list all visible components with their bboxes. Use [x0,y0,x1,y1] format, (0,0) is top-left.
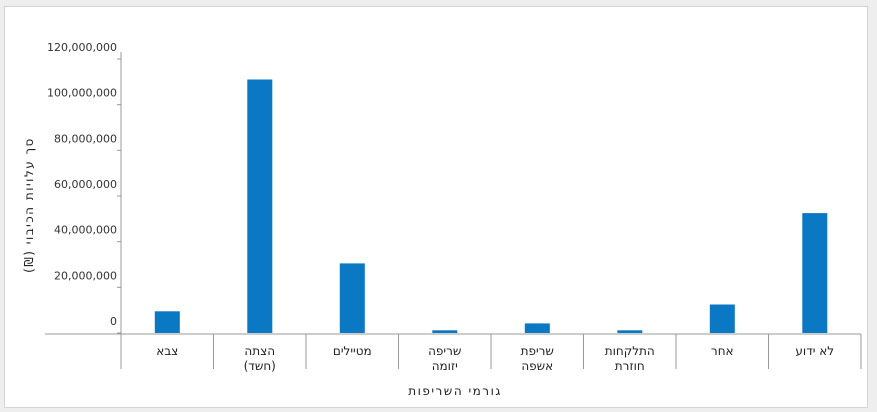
y-tick-label: 80,000,000 [54,132,117,145]
category-label: חוזרת [615,359,645,373]
bar-chart: 0 20,000,000 40,000,000 60,000,000 80,000,00… [22,41,862,398]
category-label: אחר [711,344,734,358]
bars [154,79,828,333]
bar [617,330,643,333]
bar [432,330,458,333]
category-label: אשפה [521,359,553,373]
chart-frame: 0 20,000,000 40,000,000 60,000,000 80,000,00… [4,6,868,408]
bar [247,79,273,333]
bar [339,263,365,333]
y-tick-label: 120,000,000 [47,41,117,54]
bar [524,323,550,333]
category-label: הצתה [244,344,275,358]
category-label: מטיילים [333,344,372,358]
y-tick-label: 100,000,000 [47,87,117,100]
category-label: צבא [156,344,178,358]
x-axis-title: גורמי השריפות [408,384,502,398]
y-tick-label: 60,000,000 [54,178,117,191]
bar [154,311,180,333]
bar [709,304,735,333]
y-tick-labels: 0 20,000,000 40,000,000 60,000,000 80,000,00… [47,41,121,334]
y-axis-title: סך עלויות הכיבוי (₪) [22,137,36,273]
category-label: שריפה [428,344,461,358]
category-label: יזומה [432,359,458,373]
y-tick-label: 40,000,000 [54,224,117,237]
y-tick-label: 20,000,000 [54,269,117,282]
category-label: שריפת [521,344,554,358]
category-label: לא ידוע [795,344,834,358]
y-tick-label: 0 [110,315,117,328]
category-label: התלקחות [605,344,655,358]
bar [802,213,828,333]
category-label: (חשד) [244,359,276,373]
